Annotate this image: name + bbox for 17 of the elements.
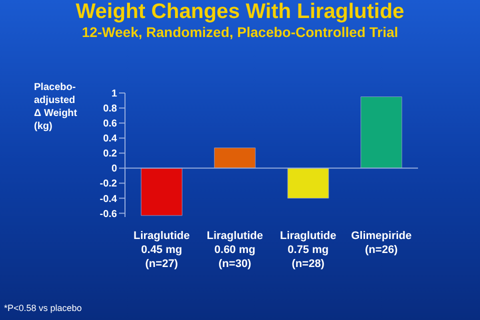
y-axis-title: Placebo- adjusted Δ Weight (kg) [34,81,78,133]
y-tick-label: 0.8 [103,104,118,115]
chart-subtitle: 12-Week, Randomized, Placebo-Controlled Trial [80,24,400,40]
y-tick-label: -0.6 [100,208,118,220]
x-tick-label: Glimepiride (n=26) [351,230,412,256]
y-tick-label: -0.2 [100,178,118,190]
text: *P<0.58 vs placebo [4,303,82,313]
y-tick-label: 1 [111,88,118,100]
y-tick-label: 0 [111,164,118,175]
x-tick-label: Liraglutide 0.45 mg (n=27) [134,230,190,270]
y-tick-label: -0.4 [100,194,118,205]
chart-title: Weight Changes With Liraglutide [74,0,406,24]
y-tick-label: 0.6 [103,118,118,130]
x-tick-label: Liraglutide 0.75 mg (n=28) [280,230,336,270]
y-tick-label: 0.4 [103,134,118,145]
y-tick-label: 0.2 [103,148,118,160]
x-tick-label: Liraglutide 0.60 mg (n=30) [206,230,263,270]
